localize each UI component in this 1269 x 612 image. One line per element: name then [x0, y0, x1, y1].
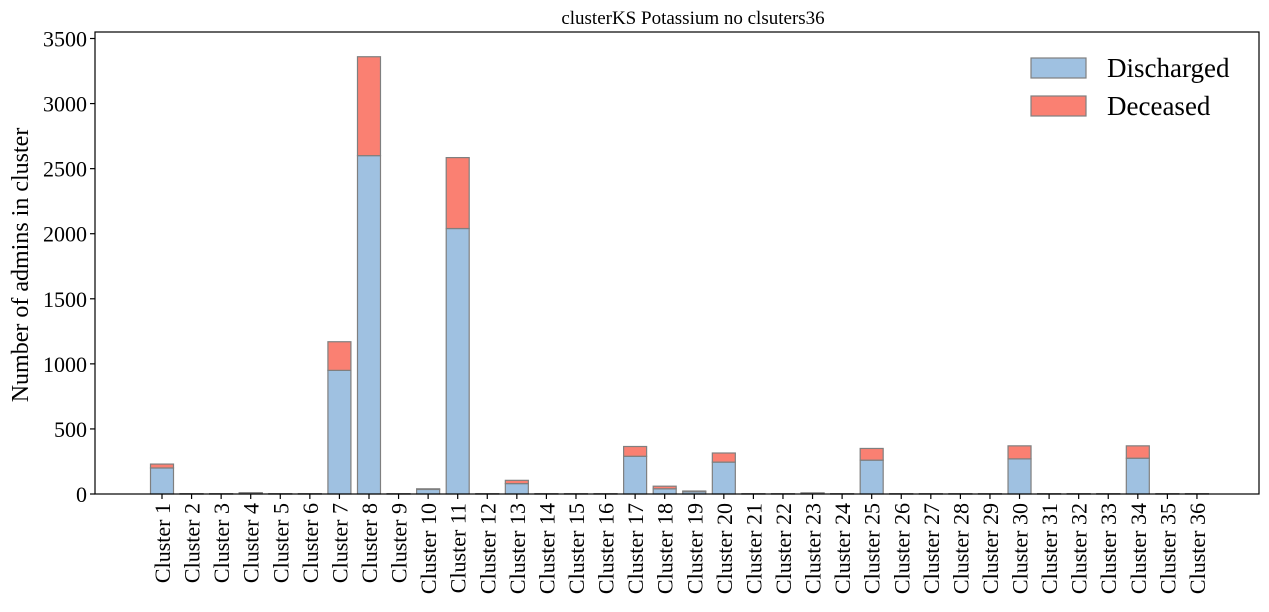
bar-discharged-11 — [445, 227, 470, 495]
x-tick-label: Cluster 34 — [1126, 503, 1151, 594]
bar-discharged-1 — [149, 467, 175, 495]
bar-discharged-8 — [356, 155, 382, 495]
bar-deceased-4 — [238, 492, 263, 494]
legend-label-discharged: Discharged — [1107, 53, 1230, 83]
x-tick-label: Cluster 36 — [1185, 503, 1210, 594]
y-tick-label: 2500 — [43, 157, 87, 182]
y-ticks-group: 0 500 1000 1500 2000 2500 3000 3500 — [43, 27, 95, 507]
x-tick-label: Cluster 1 — [150, 503, 175, 583]
x-tick-label: Cluster 25 — [860, 503, 885, 594]
x-tick-label: Cluster 28 — [948, 503, 973, 594]
y-axis-label: Number of admins in cluster — [8, 128, 34, 403]
bar-discharged-20 — [711, 461, 736, 495]
x-tick-label: Cluster 32 — [1067, 503, 1092, 594]
bar-discharged-10 — [416, 488, 441, 495]
bar-deceased-20 — [711, 452, 736, 463]
bar-deceased-18 — [652, 485, 677, 490]
x-tick-label: Cluster 5 — [268, 503, 293, 583]
legend-label-deceased: Deceased — [1107, 91, 1211, 121]
x-tick-label: Cluster 4 — [239, 503, 264, 583]
x-tick-label: Cluster 29 — [978, 503, 1003, 594]
bar-deceased-34 — [1125, 445, 1150, 459]
x-tick-label: Cluster 27 — [919, 503, 944, 594]
x-tick-label: Cluster 7 — [327, 503, 352, 583]
x-tick-label: Cluster 8 — [357, 503, 382, 583]
bar-discharged-25 — [859, 459, 884, 495]
y-tick-label: 1500 — [43, 287, 87, 312]
bar-discharged-30 — [1007, 458, 1032, 495]
x-tick-label: Cluster 9 — [387, 503, 412, 583]
bar-deceased-13 — [504, 479, 529, 485]
x-tick-label: Cluster 33 — [1096, 503, 1121, 594]
bar-deceased-11 — [445, 156, 470, 230]
legend-swatch-discharged — [1030, 57, 1087, 79]
x-ticks-group: Cluster 1 Cluster 2 Cluster 3 Cluster 4 Clus… — [150, 494, 1210, 594]
x-tick-label: Cluster 30 — [1008, 503, 1033, 594]
x-tick-label: Cluster 24 — [830, 503, 855, 594]
bar-deceased-17 — [623, 445, 648, 457]
x-tick-label: Cluster 16 — [594, 503, 619, 594]
x-tick-label: Cluster 26 — [889, 503, 914, 594]
bars-group — [149, 56, 1210, 495]
chart-title: clusterKS Potassium no clsuters36 — [561, 8, 824, 29]
x-tick-label: Cluster 12 — [475, 503, 500, 594]
legend: Discharged Deceased — [1030, 53, 1230, 121]
bar-deceased-8 — [356, 56, 382, 157]
y-tick-label: 0 — [76, 482, 87, 507]
axes-group — [94, 31, 1260, 495]
x-tick-label: Cluster 14 — [534, 503, 559, 594]
y-tick-label: 3500 — [43, 27, 87, 52]
x-tick-label: Cluster 2 — [180, 503, 205, 583]
y-tick-label: 1000 — [43, 352, 87, 377]
x-tick-label: Cluster 11 — [446, 503, 471, 593]
bar-deceased-30 — [1007, 445, 1032, 460]
x-tick-label: Cluster 15 — [564, 503, 589, 594]
x-tick-label: Cluster 6 — [298, 503, 323, 583]
x-tick-label: Cluster 17 — [623, 503, 648, 594]
bar-deceased-23 — [800, 492, 825, 494]
bar-deceased-25 — [859, 447, 884, 461]
bar-deceased-7 — [327, 341, 352, 371]
x-tick-label: Cluster 13 — [505, 503, 530, 594]
plot-frame — [94, 31, 1260, 495]
bar-discharged-13 — [504, 482, 529, 495]
x-tick-label: Cluster 31 — [1037, 503, 1062, 594]
bar-discharged-7 — [327, 369, 352, 495]
x-tick-label: Cluster 18 — [653, 503, 678, 594]
y-tick-label: 3000 — [43, 92, 87, 117]
bar-deceased-19 — [682, 490, 707, 493]
bar-discharged-34 — [1125, 457, 1150, 495]
bar-discharged-18 — [652, 488, 677, 495]
legend-swatch-deceased — [1030, 95, 1087, 117]
bar-deceased-1 — [149, 463, 175, 469]
x-tick-label: Cluster 21 — [741, 503, 766, 594]
x-tick-label: Cluster 19 — [682, 503, 707, 594]
x-tick-label: Cluster 3 — [209, 503, 234, 583]
x-tick-label: Cluster 20 — [712, 503, 737, 594]
y-tick-label: 2000 — [43, 222, 87, 247]
x-tick-label: Cluster 35 — [1155, 503, 1180, 594]
bar-deceased-10 — [416, 488, 441, 491]
bar-discharged-17 — [623, 455, 648, 495]
x-tick-label: Cluster 10 — [416, 503, 441, 594]
y-tick-label: 500 — [54, 417, 87, 442]
x-tick-label: Cluster 23 — [801, 503, 826, 594]
x-tick-label: Cluster 22 — [771, 503, 796, 594]
